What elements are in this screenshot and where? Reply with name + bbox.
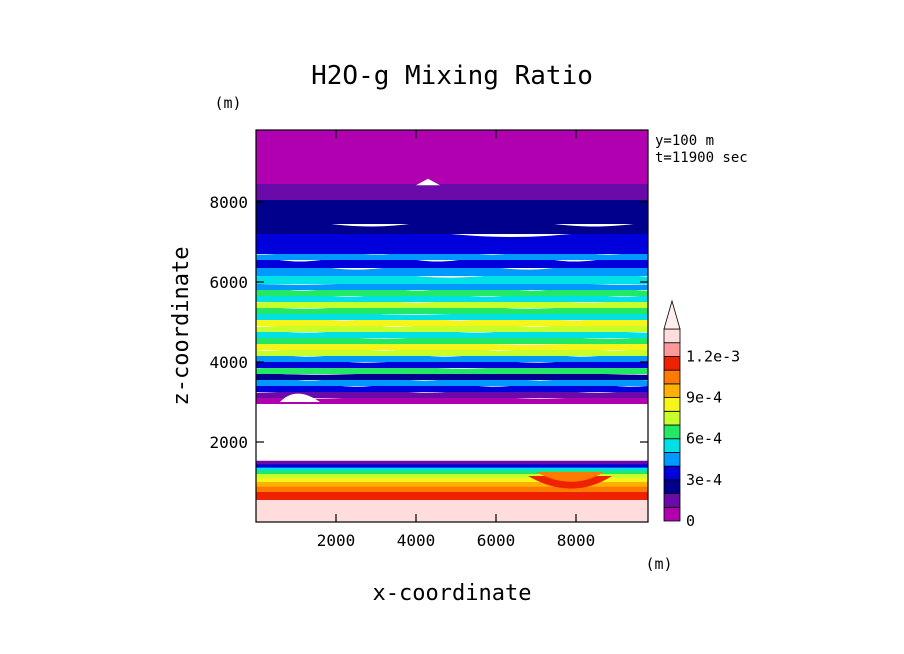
data-band — [256, 498, 648, 522]
data-band — [256, 402, 648, 461]
plot-area — [256, 130, 648, 522]
x-unit-label: (m) — [645, 555, 672, 573]
info-line-time: t=11900 sec — [655, 150, 748, 166]
plot-frame — [255, 129, 649, 523]
colorbar-box — [663, 383, 681, 398]
colorbar-box — [663, 342, 681, 357]
colorbar-label: 9e-4 — [686, 389, 722, 407]
data-band — [256, 315, 648, 326]
colorbar-box — [663, 465, 681, 481]
colorbar-box — [663, 452, 681, 467]
y-tick-label: 6000 — [209, 273, 248, 292]
colorbar-box — [663, 424, 681, 440]
surface-dip — [528, 476, 612, 489]
colorbar-box — [663, 397, 681, 412]
gap-patch — [280, 393, 320, 402]
data-band — [256, 217, 648, 234]
x-axis-label: x-coordinate — [373, 581, 532, 606]
plot-features — [280, 178, 612, 489]
colorbar-label: 1.2e-3 — [686, 347, 740, 365]
data-band — [256, 393, 648, 404]
colorbar-extend-arrow — [663, 299, 681, 330]
data-band — [256, 198, 648, 224]
colorbar-box — [663, 506, 681, 522]
colorbar-box — [663, 410, 681, 426]
info-line-position: y=100 m — [655, 133, 714, 149]
colorbar-label: 6e-4 — [686, 430, 722, 448]
x-axis-ticks: 2000 4000 6000 8000 — [317, 130, 596, 550]
colorbar-box — [663, 328, 681, 344]
data-band — [256, 303, 648, 314]
y-axis-ticks: 2000 4000 6000 8000 — [209, 193, 648, 452]
colorbar-label: 0 — [686, 512, 695, 530]
y-tick-label: 4000 — [209, 353, 248, 372]
colorbar-box — [663, 369, 681, 385]
x-tick-label: 4000 — [397, 531, 436, 550]
colorbar-box — [663, 438, 681, 453]
data-band — [256, 490, 648, 500]
data-band — [256, 279, 648, 290]
data-band — [256, 262, 648, 276]
x-tick-label: 6000 — [477, 531, 516, 550]
colorbar: 0 3e-4 6e-4 9e-4 1.2e-3 — [663, 299, 740, 530]
y-tick-label: 2000 — [209, 433, 248, 452]
x-tick-label: 8000 — [557, 531, 596, 550]
y-tick-label: 8000 — [209, 193, 248, 212]
y-axis-label: z-coordinate — [169, 247, 194, 406]
x-tick-label: 2000 — [317, 531, 356, 550]
colorbar-box — [663, 479, 681, 494]
data-band — [256, 357, 648, 368]
data-band — [256, 130, 648, 184]
data-band — [256, 182, 648, 200]
colorbar-label: 3e-4 — [686, 471, 722, 489]
colorbar-box — [663, 493, 681, 508]
y-unit-label: (m) — [214, 94, 241, 112]
gap-patch — [416, 178, 440, 186]
chart-title: H2O-g Mixing Ratio — [311, 61, 593, 91]
surface-dip-inner — [536, 472, 604, 482]
colorbar-box — [663, 356, 681, 371]
